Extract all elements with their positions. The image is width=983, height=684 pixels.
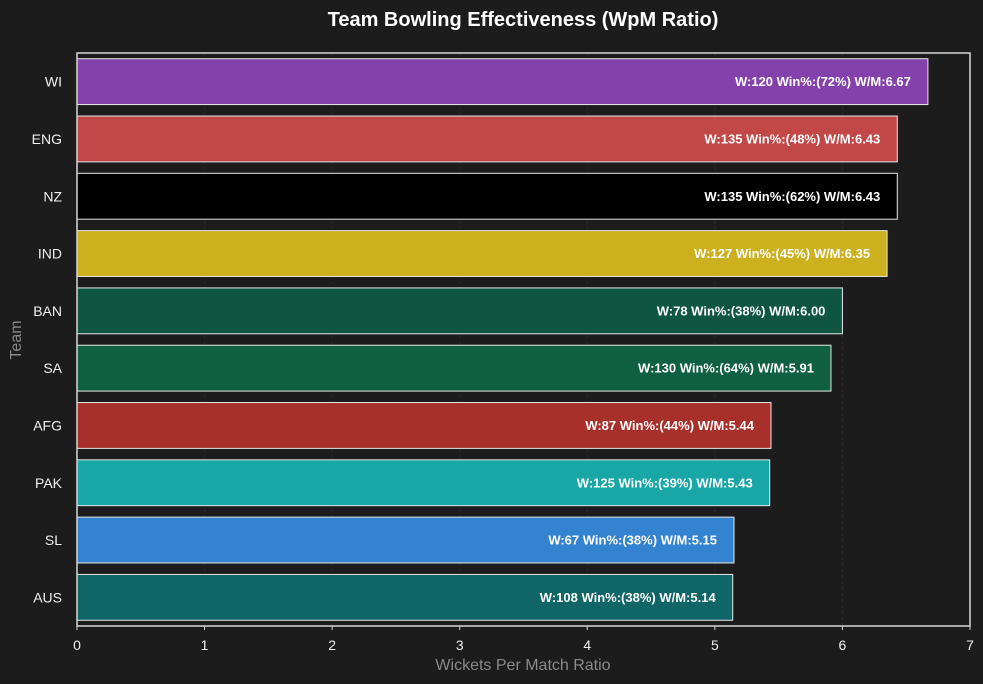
bar-ind [76,230,888,277]
x-tick-5: 5 [711,637,719,653]
bar-eng [76,115,898,163]
y-tick-wi: WI [45,74,62,90]
bar-sa [76,344,832,392]
y-tick-sl: SL [45,532,62,548]
bar-afg [76,402,772,449]
plot-frame [76,52,971,627]
x-tick-0: 0 [73,637,81,653]
chart-title: Team Bowling Effectiveness (WpM Ratio) [328,9,719,31]
y-tick-labels: WI ENG NZ IND BAN SA AFG PAK SL AUS [32,74,63,606]
x-tick-1: 1 [201,637,209,653]
bar-aus [76,573,734,621]
y-tick-eng: ENG [32,131,62,147]
x-tick-4: 4 [583,637,591,653]
bar-label-afg: W:87 Win%:(44%) W/M:5.44 [585,418,754,433]
bar-wi [76,58,929,106]
bar-nz [76,172,898,220]
bar-label-ind: W:127 Win%:(45%) W/M:6.35 [694,246,870,261]
y-tick-pak: PAK [35,475,63,491]
y-axis-label: Team [8,320,25,359]
y-tick-ind: IND [38,246,62,262]
y-tick-aus: AUS [33,589,62,605]
bar-label-sa: W:130 Win%:(64%) W/M:5.91 [638,361,814,376]
x-tick-6: 6 [839,637,847,653]
y-tick-ban: BAN [33,303,62,319]
x-tick-7: 7 [966,637,974,653]
bar-label-ban: W:78 Win%:(38%) W/M:6.00 [657,303,826,318]
bar-label-pak: W:125 Win%:(39%) W/M:5.43 [577,475,753,490]
x-axis-label: Wickets Per Match Ratio [435,657,610,674]
bars [76,58,929,621]
x-tick-labels: 0 1 2 3 4 5 6 7 [73,626,974,653]
x-tick-2: 2 [328,637,336,653]
y-tick-nz: NZ [43,188,62,204]
y-tick-sa: SA [43,360,62,376]
bar-ban [76,287,843,335]
bar-label-nz: W:135 Win%:(62%) W/M:6.43 [704,189,880,204]
bar-labels: W:120 Win%:(72%) W/M:6.67 W:135 Win%:(48%… [540,74,911,605]
bar-label-eng: W:135 Win%:(48%) W/M:6.43 [704,131,880,146]
bar-label-sl: W:67 Win%:(38%) W/M:5.15 [548,533,717,548]
x-tick-3: 3 [456,637,464,653]
bar-label-wi: W:120 Win%:(72%) W/M:6.67 [735,74,911,89]
y-tick-afg: AFG [33,417,62,433]
bar-label-aus: W:108 Win%:(38%) W/M:5.14 [540,590,717,605]
